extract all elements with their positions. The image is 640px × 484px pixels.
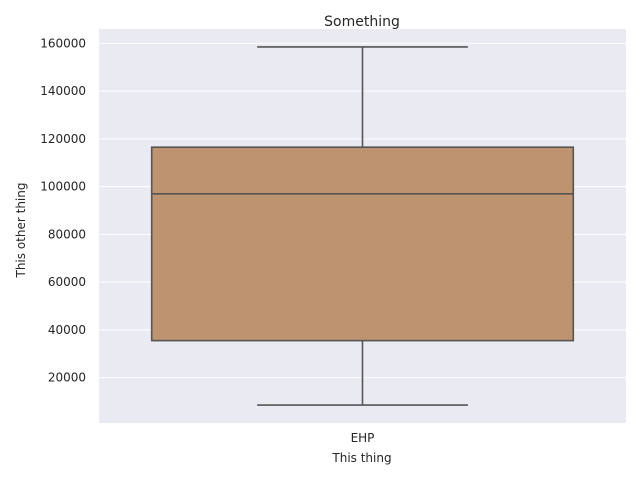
y-tick-label: 60000 (48, 275, 86, 289)
box-EHP (150, 46, 575, 406)
x-axis-label: This thing (331, 451, 391, 465)
box-series (150, 46, 575, 406)
y-tick-label: 20000 (48, 371, 86, 385)
y-axis-label: This other thing (14, 183, 28, 279)
chart-title: Something (324, 14, 400, 30)
y-tick-label: 40000 (48, 323, 86, 337)
y-tick-label: 120000 (40, 132, 86, 146)
x-axis-ticks: EHP (351, 431, 375, 445)
y-tick-label: 80000 (48, 227, 86, 241)
box-body (150, 146, 575, 342)
y-tick-label: 160000 (40, 36, 86, 50)
y-axis-ticks: 20000 40000 60000 80000 100000 120000 140000 16… (40, 36, 86, 384)
y-tick-label: 140000 (40, 84, 86, 98)
x-tick-label: EHP (351, 431, 375, 445)
y-tick-label: 100000 (40, 180, 86, 194)
